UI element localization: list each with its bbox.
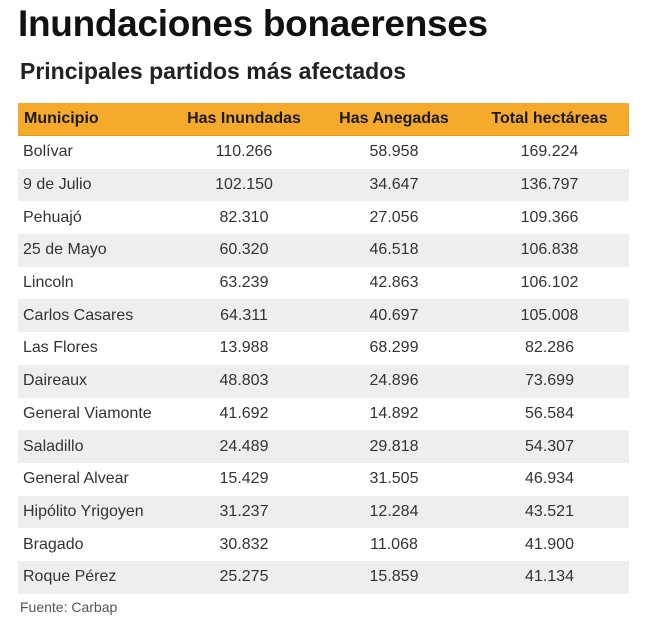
table-row: Roque Pérez 25.275 15.859 41.134 (18, 560, 629, 594)
cell-municipio: Saladillo (18, 430, 170, 463)
cell-municipio: Bragado (18, 528, 170, 561)
cell-has-inundadas: 63.239 (170, 266, 318, 300)
table-row: Hipólito Yrigoyen 31.237 12.284 43.521 (18, 495, 629, 529)
chart-subtitle: Principales partidos más afectados (20, 58, 407, 84)
cell-has-inundadas: 82.310 (170, 201, 318, 235)
cell-has-anegadas: 29.818 (318, 430, 470, 463)
cell-total-hectareas: 169.224 (470, 135, 629, 169)
cell-has-inundadas: 13.988 (170, 332, 318, 365)
cell-has-anegadas: 12.284 (318, 495, 470, 529)
cell-total-hectareas: 136.797 (470, 168, 629, 202)
cell-municipio: Roque Pérez (18, 560, 170, 594)
cell-has-inundadas: 25.275 (170, 560, 318, 594)
cell-municipio: Hipólito Yrigoyen (18, 495, 170, 529)
table-row: Daireaux 48.803 24.896 73.699 (18, 364, 629, 398)
cell-total-hectareas: 106.102 (470, 266, 629, 300)
cell-total-hectareas: 73.699 (470, 364, 629, 398)
cell-municipio: General Alvear (18, 462, 170, 496)
cell-total-hectareas: 56.584 (470, 397, 629, 431)
cell-has-anegadas: 15.859 (318, 560, 470, 594)
cell-municipio: 9 de Julio (18, 168, 170, 202)
cell-municipio: Carlos Casares (18, 299, 170, 333)
source-note: Fuente: Carbap (20, 599, 118, 615)
cell-has-inundadas: 48.803 (170, 364, 318, 398)
cell-total-hectareas: 46.934 (470, 462, 629, 496)
cell-total-hectareas: 105.008 (470, 299, 629, 333)
cell-municipio: Lincoln (18, 266, 170, 300)
cell-has-anegadas: 31.505 (318, 462, 470, 496)
table-header: Municipio Has Inundadas Has Anegadas Total … (18, 103, 629, 136)
cell-total-hectareas: 82.286 (470, 332, 629, 365)
cell-has-anegadas: 11.068 (318, 528, 470, 561)
cell-has-anegadas: 34.647 (318, 168, 470, 202)
header-has-anegadas: Has Anegadas (318, 103, 470, 136)
header-total-hectareas: Total hectáreas (470, 103, 629, 136)
cell-municipio: 25 de Mayo (18, 234, 170, 267)
cell-has-anegadas: 58.958 (318, 135, 470, 169)
cell-has-inundadas: 31.237 (170, 495, 318, 529)
cell-has-anegadas: 24.896 (318, 364, 470, 398)
header-has-inundadas: Has Inundadas (170, 103, 318, 136)
cell-has-anegadas: 40.697 (318, 299, 470, 333)
cell-has-inundadas: 102.150 (170, 168, 318, 202)
cell-has-anegadas: 27.056 (318, 201, 470, 235)
table-row: General Viamonte 41.692 14.892 56.584 (18, 397, 629, 431)
cell-has-inundadas: 30.832 (170, 528, 318, 561)
cell-has-anegadas: 42.863 (318, 266, 470, 300)
cell-has-inundadas: 24.489 (170, 430, 318, 463)
table-row: Bragado 30.832 11.068 41.900 (18, 528, 629, 561)
cell-municipio: General Viamonte (18, 397, 170, 431)
table-row: Saladillo 24.489 29.818 54.307 (18, 430, 629, 463)
cell-has-inundadas: 60.320 (170, 234, 318, 267)
table-row: Pehuajó 82.310 27.056 109.366 (18, 201, 629, 235)
cell-has-inundadas: 41.692 (170, 397, 318, 431)
table-row: General Alvear 15.429 31.505 46.934 (18, 462, 629, 496)
cell-has-anegadas: 68.299 (318, 332, 470, 365)
cell-total-hectareas: 43.521 (470, 495, 629, 529)
header-municipio: Municipio (18, 103, 170, 136)
table-row: Bolívar 110.266 58.958 169.224 (18, 135, 629, 169)
table-row: 25 de Mayo 60.320 46.518 106.838 (18, 234, 629, 267)
cell-municipio: Pehuajó (18, 201, 170, 235)
cell-municipio: Bolívar (18, 135, 170, 169)
data-table: Municipio Has Inundadas Has Anegadas Total … (18, 103, 629, 594)
table-row: Lincoln 63.239 42.863 106.102 (18, 266, 629, 300)
cell-municipio: Las Flores (18, 332, 170, 365)
cell-municipio: Daireaux (18, 364, 170, 398)
table-header-row: Municipio Has Inundadas Has Anegadas Total … (18, 103, 629, 136)
cell-total-hectareas: 41.134 (470, 560, 629, 594)
cell-total-hectareas: 106.838 (470, 234, 629, 267)
table-body: Bolívar 110.266 58.958 169.224 9 de Julio 102… (18, 135, 629, 594)
cell-has-inundadas: 110.266 (170, 135, 318, 169)
table-row: Carlos Casares 64.311 40.697 105.008 (18, 299, 629, 333)
cell-has-inundadas: 64.311 (170, 299, 318, 333)
cell-has-inundadas: 15.429 (170, 462, 318, 496)
cell-total-hectareas: 41.900 (470, 528, 629, 561)
cell-has-anegadas: 14.892 (318, 397, 470, 431)
table-row: 9 de Julio 102.150 34.647 136.797 (18, 168, 629, 202)
table-row: Las Flores 13.988 68.299 82.286 (18, 332, 629, 365)
cell-total-hectareas: 54.307 (470, 430, 629, 463)
cell-total-hectareas: 109.366 (470, 201, 629, 235)
chart-title: Inundaciones bonaerenses (18, 3, 488, 44)
cell-has-anegadas: 46.518 (318, 234, 470, 267)
